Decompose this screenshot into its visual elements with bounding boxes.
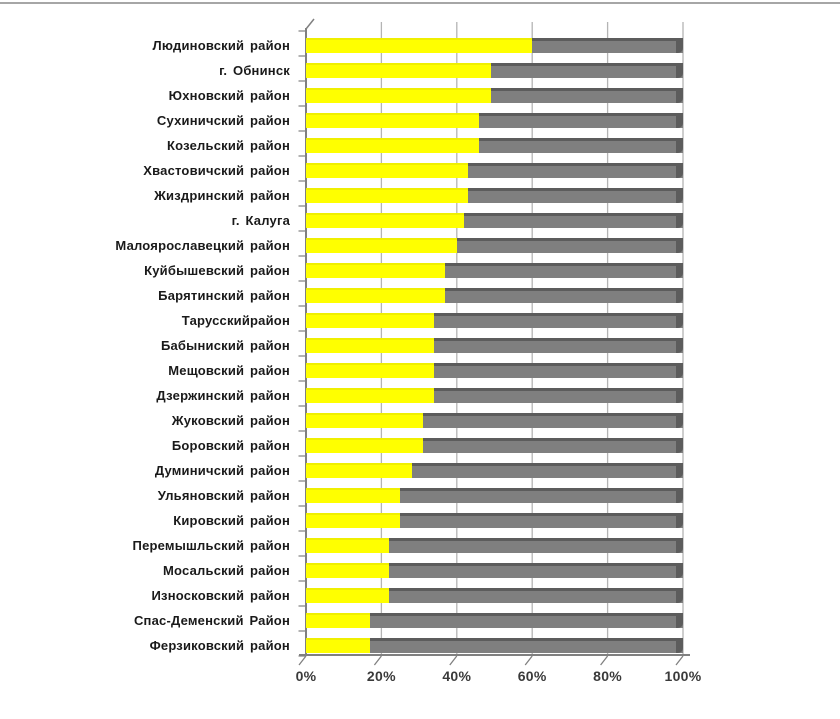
value-tick-3d xyxy=(675,655,684,666)
x-axis-tick-label: 0% xyxy=(295,668,317,684)
category-label: г. Калуга xyxy=(231,213,290,228)
bar-segment-yellow xyxy=(306,38,533,53)
bar-segment-yellow xyxy=(306,638,371,653)
category-label: Барятинский район xyxy=(158,288,290,303)
bar-segment-yellow xyxy=(306,613,371,628)
bar-segment-gray xyxy=(532,38,683,53)
bar-segment-gray xyxy=(411,463,684,478)
category-label: Ферзиковский район xyxy=(149,638,290,653)
bar-segment-yellow xyxy=(306,313,435,328)
category-label: Жиздринский район xyxy=(154,188,290,203)
bar-segment-gray xyxy=(445,288,683,303)
value-tick-3d xyxy=(449,655,458,666)
category-label: Козельский район xyxy=(167,138,290,153)
axis-3d-cap xyxy=(305,18,315,30)
category-label: Сухиничский район xyxy=(156,113,290,128)
bar-segment-gray xyxy=(370,638,683,653)
bar-segment-gray xyxy=(434,338,683,353)
category-label: Спас-Деменский Район xyxy=(133,613,290,628)
frame-top-border xyxy=(0,2,840,4)
bar-segment-gray xyxy=(490,88,684,103)
bar-segment-yellow xyxy=(306,513,401,528)
category-label: Куйбышевский район xyxy=(144,263,290,278)
bar-segment-gray xyxy=(370,613,683,628)
category-label: Думиничский район xyxy=(154,463,290,478)
bar-segment-gray xyxy=(388,588,684,603)
category-label: Перемышльский район xyxy=(132,538,290,553)
bar-segment-gray xyxy=(434,363,683,378)
bar-segment-yellow xyxy=(306,413,423,428)
category-label: Тарусскийрайон xyxy=(181,313,290,328)
category-label: Малоярославецкий район xyxy=(115,238,290,253)
bar-segment-yellow xyxy=(306,113,480,128)
x-axis-tick-label: 40% xyxy=(442,668,472,684)
bar-segment-yellow xyxy=(306,238,457,253)
bar-segment-gray xyxy=(400,488,683,503)
category-label: Износковский район xyxy=(151,588,290,603)
bar-segment-yellow xyxy=(306,338,435,353)
bar-segment-yellow xyxy=(306,63,491,78)
x-axis-tick-label: 60% xyxy=(517,668,547,684)
bar-segment-yellow xyxy=(306,388,435,403)
bar-segment-yellow xyxy=(306,463,412,478)
bar-segment-yellow xyxy=(306,538,389,553)
bar-segment-gray xyxy=(445,263,683,278)
bar-segment-gray xyxy=(388,538,684,553)
bar-segment-yellow xyxy=(306,138,480,153)
value-tick-3d xyxy=(298,655,307,666)
bar-segment-gray xyxy=(400,513,683,528)
bar-segment-gray xyxy=(434,388,683,403)
category-label: Людиновский район xyxy=(152,38,290,53)
x-axis-tick-label: 100% xyxy=(664,668,702,684)
bar-segment-yellow xyxy=(306,588,389,603)
bar-segment-gray xyxy=(434,313,683,328)
bar-segment-yellow xyxy=(306,263,446,278)
bar-segment-gray xyxy=(422,438,684,453)
category-label: Мещовский район xyxy=(168,363,290,378)
category-label: Жуковский район xyxy=(171,413,290,428)
category-label: Дзержинский район xyxy=(156,388,290,403)
bar-segment-yellow xyxy=(306,563,389,578)
bar-segment-gray xyxy=(464,213,683,228)
x-axis-tick-label: 80% xyxy=(593,668,623,684)
bar-segment-yellow xyxy=(306,488,401,503)
bar-segment-yellow xyxy=(306,288,446,303)
value-tick-3d xyxy=(600,655,609,666)
bar-segment-gray xyxy=(456,238,684,253)
category-label: Ульяновский район xyxy=(157,488,290,503)
bar-segment-yellow xyxy=(306,163,469,178)
bar-segment-yellow xyxy=(306,438,423,453)
bar-segment-yellow xyxy=(306,188,469,203)
value-tick-3d xyxy=(524,655,533,666)
x-axis-tick-label: 20% xyxy=(366,668,396,684)
bar-segment-gray xyxy=(490,63,684,78)
category-label: Кировский район xyxy=(173,513,290,528)
bar-segment-gray xyxy=(422,413,684,428)
bar-segment-gray xyxy=(468,188,683,203)
category-label: Бабыниский район xyxy=(160,338,290,353)
bar-segment-gray xyxy=(479,138,683,153)
category-label: Хвастовичский район xyxy=(143,163,290,178)
category-label: Мосальский район xyxy=(163,563,290,578)
bar-segment-yellow xyxy=(306,363,435,378)
bar-segment-gray xyxy=(388,563,684,578)
bar-segment-gray xyxy=(468,163,683,178)
category-label: Боровский район xyxy=(171,438,290,453)
bar-segment-yellow xyxy=(306,88,491,103)
category-label: г. Обнинск xyxy=(219,63,290,78)
category-label: Юхновский район xyxy=(168,88,290,103)
value-tick-3d xyxy=(373,655,382,666)
bar-segment-gray xyxy=(479,113,683,128)
bar-segment-yellow xyxy=(306,213,465,228)
